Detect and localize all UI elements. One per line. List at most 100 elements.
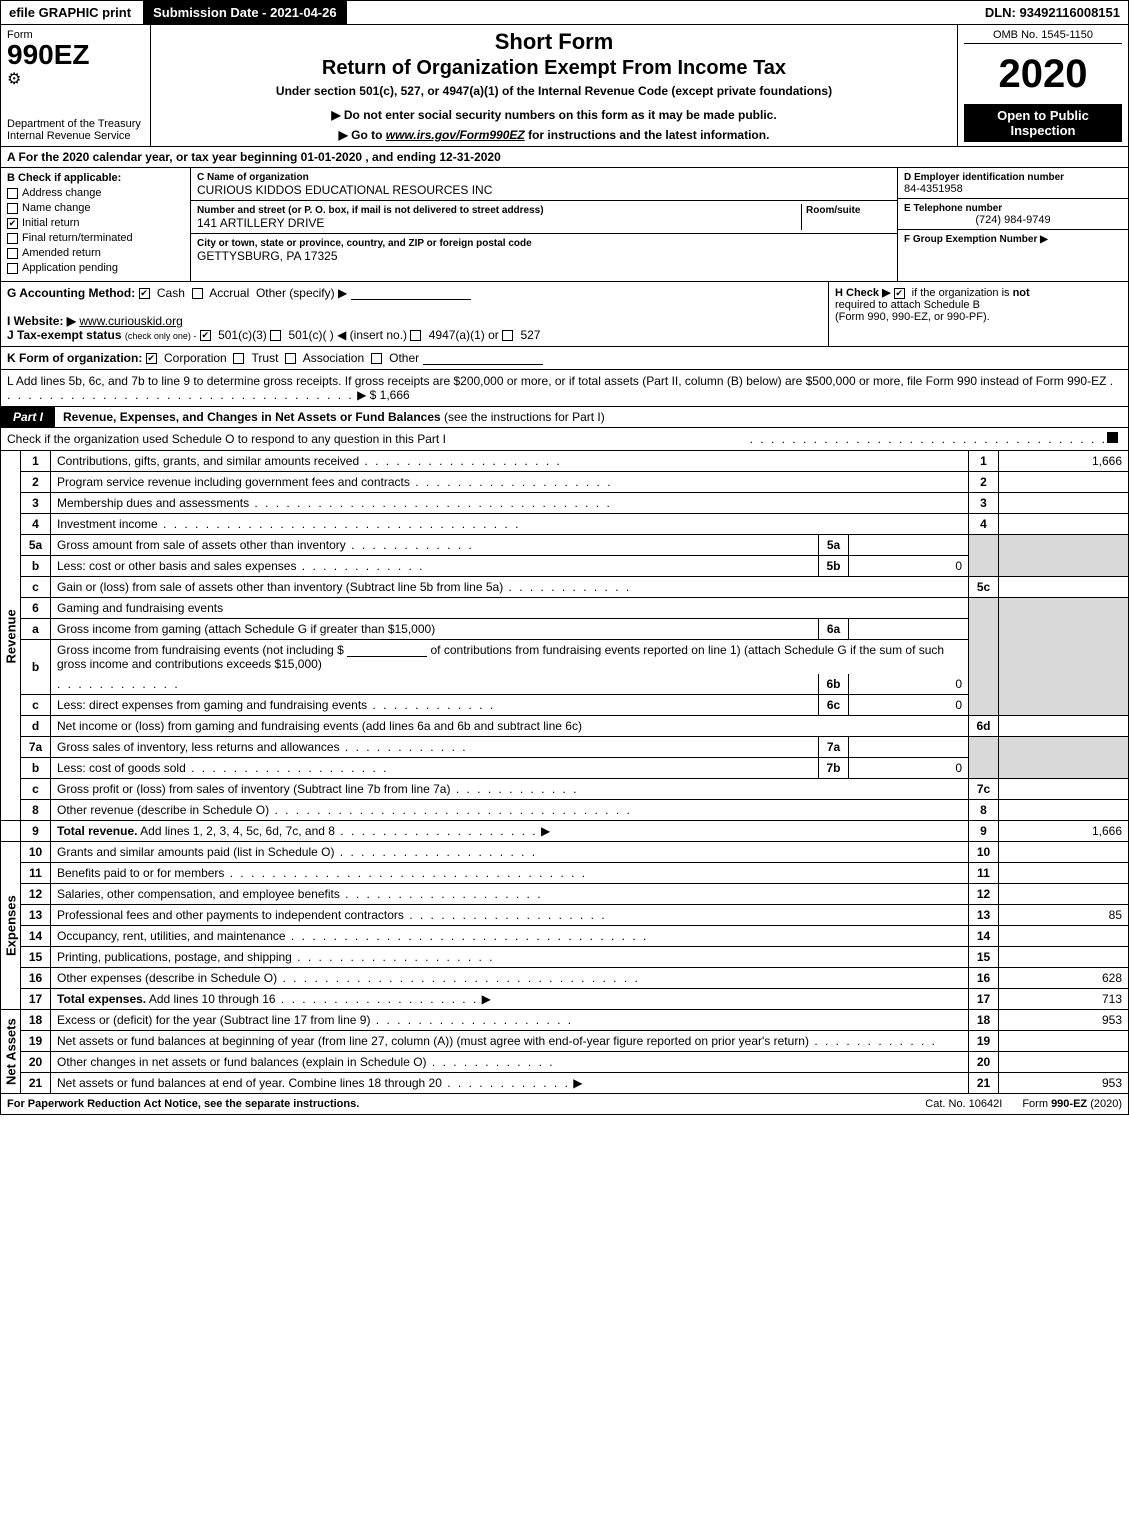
chk-association[interactable] (285, 353, 296, 364)
chk-initial-return[interactable]: Initial return (7, 217, 184, 229)
line14-value (999, 926, 1129, 947)
row-l: L Add lines 5b, 6c, and 7b to line 9 to … (0, 370, 1129, 407)
l-text: L Add lines 5b, 6c, and 7b to line 9 to … (7, 374, 1106, 388)
line7a-value (849, 737, 969, 758)
irs-label: Internal Revenue Service (7, 130, 144, 142)
chk-corporation[interactable] (146, 353, 157, 364)
box-b: B Check if applicable: Address change Na… (1, 168, 191, 281)
line13-value: 85 (999, 905, 1129, 926)
box-def: D Employer identification number 84-4351… (898, 168, 1128, 281)
line5c-value (999, 577, 1129, 598)
line6b-value: 0 (849, 674, 969, 695)
header-left: Form 990EZ ⚙ Department of the Treasury … (1, 25, 151, 146)
line21-value: 953 (999, 1073, 1129, 1094)
org-name-value: CURIOUS KIDDOS EDUCATIONAL RESOURCES INC (197, 183, 492, 197)
chk-4947[interactable] (410, 330, 421, 341)
fundraising-contrib-input[interactable] (347, 643, 427, 657)
inspection-line1: Open to Public (968, 108, 1118, 123)
line6c-value: 0 (849, 695, 969, 716)
room-label: Room/suite (806, 205, 860, 216)
line5b-value: 0 (849, 556, 969, 577)
part1-check-text: Check if the organization used Schedule … (7, 432, 750, 446)
city-label: City or town, state or province, country… (197, 238, 532, 249)
line15-value (999, 947, 1129, 968)
chk-schedule-o-used[interactable] (1107, 432, 1118, 443)
telephone-value: (724) 984-9749 (904, 214, 1122, 226)
line12-value (999, 884, 1129, 905)
line8-value (999, 800, 1129, 821)
part1-header: Part I Revenue, Expenses, and Changes in… (0, 407, 1129, 428)
chk-final-return[interactable]: Final return/terminated (7, 232, 184, 244)
line4-value (999, 514, 1129, 535)
k-label: K Form of organization: (7, 351, 142, 365)
form-number: 990EZ (7, 41, 144, 69)
paperwork-notice: For Paperwork Reduction Act Notice, see … (7, 1098, 905, 1110)
line11-value (999, 863, 1129, 884)
i-label: I Website: ▶ (7, 314, 76, 328)
top-bar: efile GRAPHIC print Submission Date - 20… (0, 0, 1129, 25)
treasury-seal-icon: ⚙ (7, 71, 21, 88)
omb-number: OMB No. 1545-1150 (964, 29, 1122, 44)
chk-amended-return[interactable]: Amended return (7, 247, 184, 259)
form-ref: Form 990-EZ (2020) (1022, 1098, 1122, 1110)
group-exemption-label: F Group Exemption Number ▶ (904, 234, 1048, 245)
submission-date-button[interactable]: Submission Date - 2021-04-26 (143, 1, 347, 24)
part1-title: Revenue, Expenses, and Changes in Net As… (55, 407, 1128, 427)
chk-cash[interactable] (139, 288, 150, 299)
chk-schedule-b-not-required[interactable] (894, 288, 905, 299)
box-c: C Name of organization CURIOUS KIDDOS ED… (191, 168, 898, 281)
g-label: G Accounting Method: (7, 286, 135, 300)
row-h: H Check ▶ if the organization is not req… (828, 282, 1128, 346)
city-value: GETTYSBURG, PA 17325 (197, 249, 338, 263)
line16-value: 628 (999, 968, 1129, 989)
line1-value: 1,666 (999, 451, 1129, 472)
row-g-h: G Accounting Method: Cash Accrual Other … (0, 282, 1129, 347)
ein-value: 84-4351958 (904, 183, 963, 195)
row-a-tax-year: A For the 2020 calendar year, or tax yea… (0, 147, 1129, 168)
line17-value: 713 (999, 989, 1129, 1010)
efile-print-label[interactable]: efile GRAPHIC print (1, 1, 139, 24)
line19-value (999, 1031, 1129, 1052)
chk-trust[interactable] (233, 353, 244, 364)
chk-527[interactable] (502, 330, 513, 341)
chk-501c[interactable] (270, 330, 281, 341)
header-center: Short Form Return of Organization Exempt… (151, 25, 958, 146)
street-label: Number and street (or P. O. box, if mail… (197, 205, 544, 216)
part1-check-row: Check if the organization used Schedule … (0, 428, 1129, 451)
chk-application-pending[interactable]: Application pending (7, 262, 184, 274)
telephone-label: E Telephone number (904, 203, 1002, 214)
part1-tab: Part I (1, 407, 55, 427)
tax-year: 2020 (999, 54, 1088, 94)
row-k: K Form of organization: Corporation Trus… (0, 347, 1129, 370)
website-link[interactable]: www.curiouskid.org (79, 314, 182, 328)
org-name-label: C Name of organization (197, 172, 309, 183)
chk-other-org[interactable] (371, 353, 382, 364)
other-specify-input[interactable] (351, 286, 471, 300)
row-g: G Accounting Method: Cash Accrual Other … (1, 282, 828, 346)
chk-name-change[interactable]: Name change (7, 202, 184, 214)
header-right: OMB No. 1545-1150 2020 Open to Public In… (958, 25, 1128, 146)
page-footer: For Paperwork Reduction Act Notice, see … (0, 1094, 1129, 1115)
other-org-input[interactable] (423, 351, 543, 365)
box-b-label: B Check if applicable: (7, 172, 184, 184)
dln-label: DLN: 93492116008151 (977, 1, 1128, 24)
goto-line: ▶ Go to www.irs.gov/Form990EZ for instru… (159, 128, 949, 142)
line7b-value: 0 (849, 758, 969, 779)
main-title: Return of Organization Exempt From Incom… (159, 57, 949, 80)
line18-value: 953 (999, 1010, 1129, 1031)
h-label: H Check ▶ (835, 287, 891, 299)
open-to-public-badge: Open to Public Inspection (964, 104, 1122, 142)
line2-value (999, 472, 1129, 493)
line6d-value (999, 716, 1129, 737)
irs-link[interactable]: www.irs.gov/Form990EZ (386, 128, 525, 142)
form-header: Form 990EZ ⚙ Department of the Treasury … (0, 25, 1129, 147)
j-label: J Tax-exempt status (7, 328, 122, 342)
line10-value (999, 842, 1129, 863)
ssn-warning: ▶ Do not enter social security numbers o… (159, 108, 949, 122)
subtitle: Under section 501(c), 527, or 4947(a)(1)… (159, 84, 949, 98)
street-value: 141 ARTILLERY DRIVE (197, 216, 324, 230)
chk-address-change[interactable]: Address change (7, 187, 184, 199)
chk-501c3[interactable] (200, 330, 211, 341)
inspection-line2: Inspection (968, 123, 1118, 138)
chk-accrual[interactable] (192, 288, 203, 299)
